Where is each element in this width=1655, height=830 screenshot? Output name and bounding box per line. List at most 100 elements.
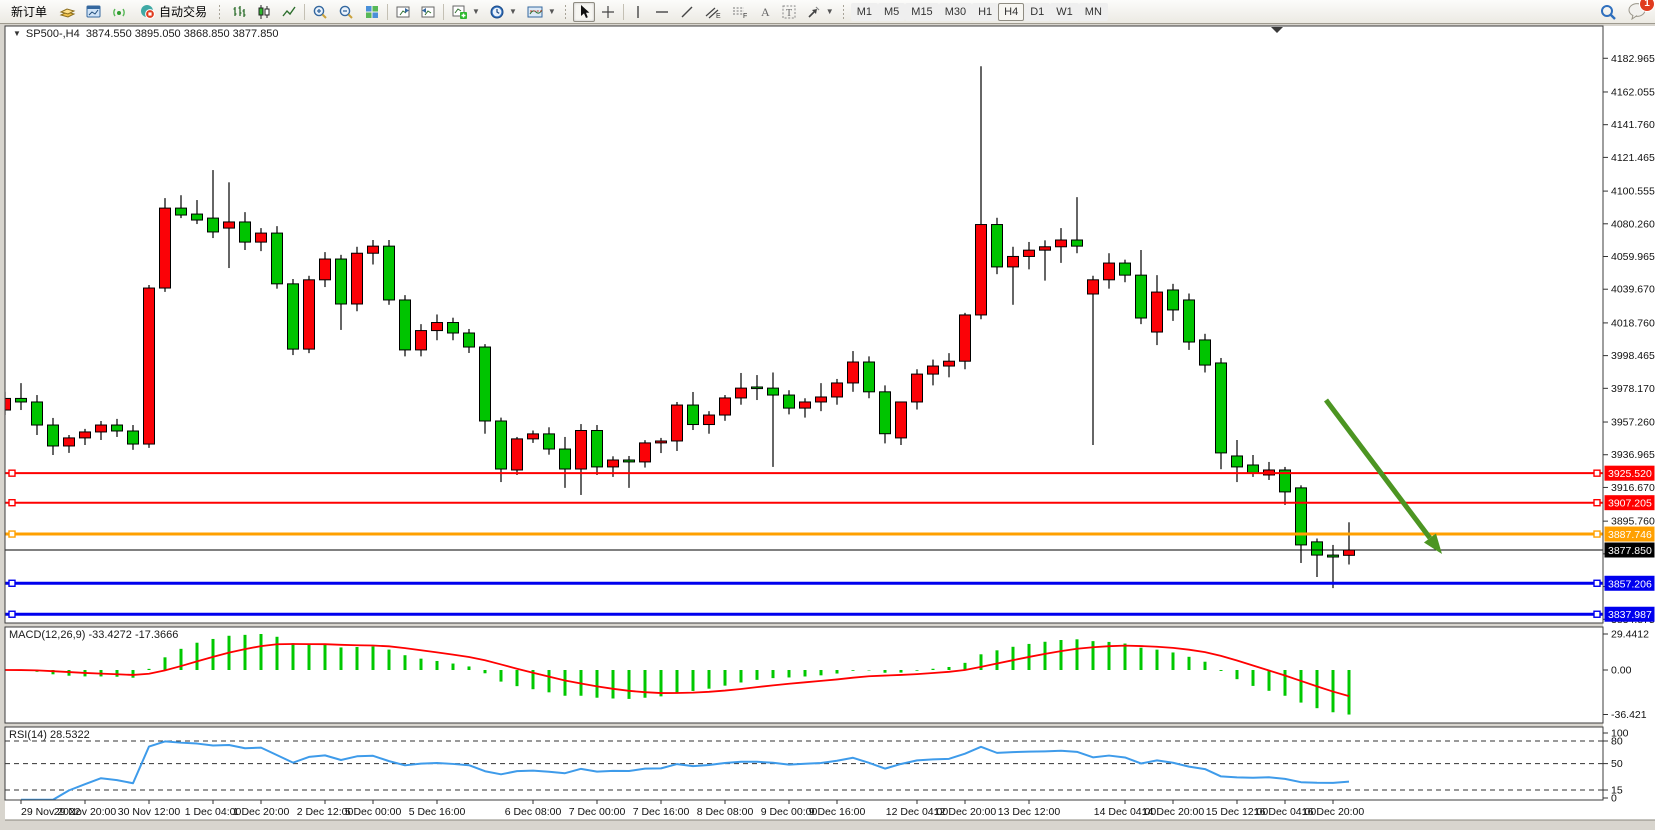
line-handle[interactable]	[1593, 498, 1601, 507]
time-tick-label: 29 Nov 20:00	[54, 806, 117, 818]
timeframe-button-D1[interactable]: D1	[1024, 2, 1051, 21]
candlestick-chart-button[interactable]	[252, 2, 276, 22]
timeframe-button-M30[interactable]: M30	[938, 2, 973, 21]
template-button[interactable]: ▼	[522, 2, 560, 22]
rsi-axis-label: 100	[1611, 728, 1629, 740]
navigator-button[interactable]	[107, 2, 132, 22]
candle	[127, 430, 139, 445]
zoom-out-icon	[339, 5, 353, 19]
line-chart-button[interactable]	[277, 2, 301, 22]
vline-tool-button[interactable]	[627, 2, 649, 22]
text-tool-button[interactable]: A	[754, 2, 776, 22]
channel-tool-button[interactable]: E	[700, 2, 726, 22]
timeframe-button-MN[interactable]: MN	[1078, 2, 1108, 21]
timeframe-button-M15[interactable]: M15	[905, 2, 939, 21]
chevron-down-icon: ▼	[825, 7, 834, 16]
label-tool-button[interactable]: T	[777, 2, 801, 22]
timeframe-button-M1[interactable]: M1	[850, 2, 878, 21]
candle	[95, 424, 107, 433]
svg-text:F: F	[743, 13, 747, 20]
zoom-out-button[interactable]	[334, 2, 359, 22]
line-handle[interactable]	[1593, 579, 1601, 587]
candle	[911, 373, 923, 403]
candle	[447, 322, 459, 334]
arrow-annotation[interactable]	[1324, 398, 1442, 554]
time-tick-label: 13 Dec 12:00	[998, 806, 1061, 818]
time-tick-label: 5 Dec 00:00	[345, 806, 402, 818]
toolbar-separator	[387, 3, 389, 20]
search-icon[interactable]	[1599, 3, 1617, 21]
candle	[207, 217, 219, 233]
candle	[287, 283, 299, 350]
shapes-tool-button[interactable]: ▼	[802, 2, 838, 22]
candle	[687, 404, 699, 426]
candle	[767, 387, 779, 396]
time-tick-label: 9 Dec 00:00	[761, 806, 818, 818]
candle	[1071, 239, 1083, 247]
notifications-button[interactable]: 1	[1627, 0, 1655, 23]
chart-title-symbol: SP500-,H4	[25, 28, 80, 40]
candle	[591, 429, 603, 468]
zoom-in-button[interactable]	[308, 2, 333, 22]
price-tick-label: 4080.260	[1611, 218, 1655, 230]
chevron-down-icon[interactable]: ▼	[13, 29, 21, 38]
candle	[639, 442, 651, 463]
candle	[831, 382, 843, 398]
bar-chart-icon	[233, 5, 246, 17]
candlestick-chart-icon	[258, 4, 270, 19]
bar-chart-button[interactable]	[227, 2, 251, 22]
candle	[319, 258, 331, 281]
time-tick-label: 14 Dec 20:00	[1142, 806, 1205, 818]
line-handle[interactable]	[8, 530, 16, 538]
autotrading-button[interactable]: 自动交易	[133, 2, 214, 22]
price-line-badge-label: 3907.205	[1608, 498, 1652, 510]
line-handle[interactable]	[1593, 469, 1601, 477]
macd-axis-label: 29.4412	[1611, 629, 1649, 641]
new-chart-button[interactable]: ▼	[447, 2, 484, 22]
price-tick-label: 3936.965	[1611, 449, 1655, 461]
line-handle[interactable]	[8, 610, 16, 618]
cursor-tool-button[interactable]	[572, 1, 595, 22]
tile-windows-button[interactable]	[360, 2, 384, 22]
fibonacci-tool-button[interactable]: F	[727, 2, 753, 22]
chart-forward-button[interactable]	[391, 2, 415, 22]
chevron-down-icon: ▼	[508, 7, 517, 16]
price-tick-label: 3957.260	[1611, 417, 1655, 429]
price-tick-label: 4141.760	[1611, 119, 1655, 131]
trendline-tool-button[interactable]	[675, 2, 699, 22]
time-tick-label: 15 Dec 12:00	[1206, 806, 1269, 818]
price-tick-label: 3895.760	[1611, 516, 1655, 528]
line-handle[interactable]	[8, 469, 16, 477]
autotrading-icon	[141, 5, 155, 19]
timeframe-button-H4[interactable]: H4	[998, 2, 1025, 21]
chart-title: ▼ SP500-,H4 3874.550 3895.050 3868.850 38…	[13, 28, 279, 40]
chevron-down-icon: ▼	[547, 7, 556, 16]
rsi-axis-label: 50	[1611, 758, 1623, 770]
period-button[interactable]: ▼	[485, 2, 521, 22]
candle	[927, 365, 939, 375]
timeframe-button-M5[interactable]: M5	[878, 2, 906, 21]
line-handle[interactable]	[8, 579, 16, 587]
price-tick-label: 4039.670	[1611, 284, 1655, 296]
macd-axis-label: -36.421	[1611, 709, 1647, 721]
candle	[799, 401, 811, 409]
line-handle[interactable]	[1593, 530, 1601, 538]
new-order-button[interactable]: 新订单	[4, 2, 54, 22]
line-handle[interactable]	[8, 498, 16, 507]
chart-back-button[interactable]	[416, 2, 440, 22]
text-label-icon: T	[782, 5, 796, 19]
timeframe-button-W1[interactable]: W1	[1050, 2, 1079, 21]
toolbar: 新订单 自动交易 ▼ ▼ ▼ E F A T ▼ M1 M5 M15 M30 H1 H4 D…	[0, 0, 1655, 24]
line-handle[interactable]	[1593, 610, 1601, 618]
toolbar-grip	[563, 3, 569, 20]
timeframe-button-H1[interactable]: H1	[972, 2, 999, 21]
crosshair-tool-button[interactable]	[596, 2, 620, 22]
data-window-button[interactable]	[81, 2, 106, 22]
hline-tool-button[interactable]	[650, 2, 674, 22]
clock-icon	[490, 5, 504, 18]
candle	[191, 213, 203, 221]
market-watch-button[interactable]	[55, 2, 80, 22]
chart-shift-marker[interactable]	[1271, 27, 1283, 33]
